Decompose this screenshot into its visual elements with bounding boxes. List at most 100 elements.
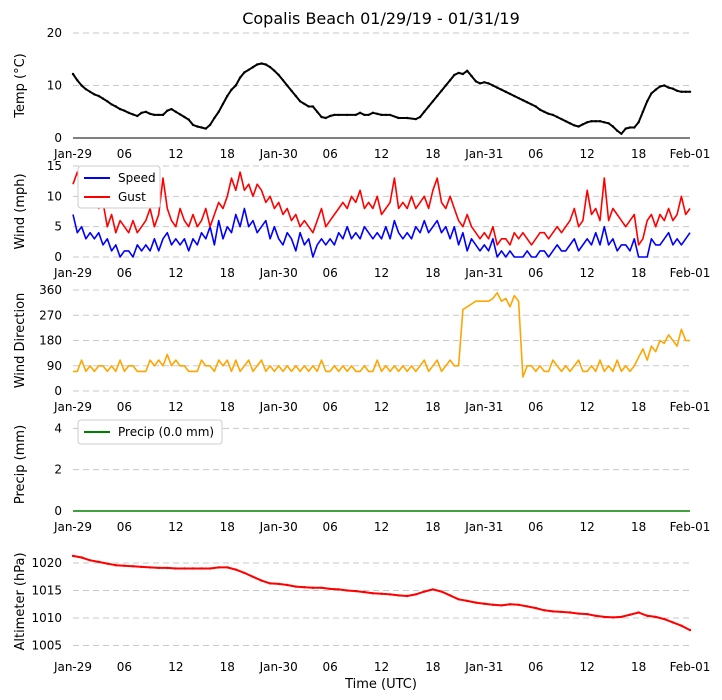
- temp-data-point: [641, 110, 645, 114]
- temp-xtick-label: 06: [322, 147, 337, 161]
- temp-data-point: [680, 90, 683, 94]
- temp-data-point: [500, 88, 503, 91]
- temp-data-point: [573, 124, 576, 127]
- temp-data-point: [586, 121, 589, 124]
- altimeter-data-point: [243, 571, 246, 575]
- temp-data-point: [243, 71, 246, 74]
- altimeter-data-point: [131, 565, 135, 568]
- temp-data-point: [97, 94, 100, 98]
- temp-ytick-label: 10: [47, 79, 62, 93]
- altimeter-data-point: [217, 566, 220, 569]
- altimeter-data-point: [457, 598, 460, 601]
- temp-data-point: [603, 121, 606, 124]
- altimeter-ytick-label: 1015: [31, 584, 62, 598]
- temp-data-point: [633, 126, 636, 129]
- altimeter-xtick-label: Jan-29: [53, 660, 92, 674]
- temp-data-point: [148, 112, 152, 116]
- altimeter-data-point: [234, 568, 237, 571]
- precip-xtick-label: Feb-01: [670, 520, 711, 534]
- altimeter-data-point: [448, 594, 452, 597]
- temp-data-point: [286, 84, 289, 87]
- altimeter-data-point: [577, 612, 580, 615]
- temp-data-point: [628, 126, 632, 129]
- temp-data-point: [88, 90, 92, 94]
- altimeter-data-point: [294, 585, 297, 588]
- altimeter-xtick-label: Jan-30: [259, 660, 298, 674]
- altimeter-data-point: [431, 588, 435, 591]
- direction-ytick-label: 0: [54, 384, 62, 398]
- altimeter-data-point: [346, 589, 349, 592]
- altimeter-data-point: [637, 611, 640, 614]
- temp-data-point: [303, 102, 306, 106]
- temp-data-point: [84, 88, 88, 91]
- wind-xtick-label: 06: [322, 266, 337, 280]
- temp-data-point: [114, 105, 118, 108]
- altimeter-data-point: [594, 614, 597, 617]
- temp-data-point: [294, 94, 297, 98]
- temp-data-point: [397, 116, 400, 120]
- temp-data-point: [298, 100, 302, 103]
- temp-data-point: [110, 103, 113, 106]
- temp-data-point: [187, 118, 190, 121]
- temp-data-point: [264, 63, 267, 66]
- altimeter-xtick-label: 18: [220, 660, 235, 674]
- altimeter-data-point: [166, 566, 169, 570]
- temp-data-point: [337, 113, 340, 117]
- altimeter-data-point: [80, 556, 83, 559]
- direction-xtick-label: 06: [117, 400, 132, 414]
- wind-series-speed-line: [72, 207, 691, 258]
- direction-xtick-label: 18: [425, 400, 440, 414]
- temp-data-point: [448, 79, 452, 82]
- temp-xtick-label: 06: [117, 147, 132, 161]
- altimeter-data-point: [183, 567, 186, 570]
- altimeter-xtick-label: 06: [117, 660, 132, 674]
- altimeter-data-point: [354, 589, 357, 593]
- temp-data-point: [123, 109, 126, 112]
- wind-xtick-label: 12: [580, 266, 595, 280]
- temp-data-point: [328, 114, 332, 118]
- altimeter-data-point: [534, 606, 537, 610]
- precip-xtick-label: 12: [580, 520, 595, 534]
- precip-xtick-label: 12: [168, 520, 183, 534]
- temp-data-point: [543, 110, 546, 114]
- precip-xtick-label: Jan-30: [259, 520, 298, 534]
- temp-data-point: [213, 116, 216, 120]
- altimeter-data-point: [526, 605, 529, 608]
- wind-legend-label: Gust: [118, 190, 146, 204]
- temp-xtick-label: 12: [374, 147, 389, 161]
- temp-data-point: [367, 113, 370, 117]
- wind-ytick-label: 5: [54, 220, 62, 234]
- temp-data-point: [71, 72, 75, 76]
- temp-data-point: [80, 84, 83, 87]
- direction-xtick-label: Jan-30: [259, 400, 298, 414]
- wind-ytick-label: 0: [54, 250, 62, 264]
- temp-data-point: [556, 115, 559, 119]
- temp-data-point: [191, 123, 195, 127]
- temp-data-point: [183, 115, 186, 119]
- temp-data-point: [277, 73, 280, 77]
- temp-data-point: [76, 79, 79, 82]
- altimeter-data-point: [303, 586, 306, 589]
- altimeter-data-point: [474, 601, 477, 604]
- temp-data-point: [157, 113, 160, 117]
- wind-xtick-label: Jan-30: [259, 266, 298, 280]
- temp-data-point: [384, 113, 387, 117]
- temp-data-point: [534, 105, 537, 108]
- temp-data-point: [174, 110, 177, 114]
- temp-xtick-label: Feb-01: [670, 147, 711, 161]
- temp-data-point: [144, 110, 147, 114]
- temp-data-point: [178, 113, 182, 116]
- temp-data-point: [483, 81, 486, 84]
- altimeter-data-point: [397, 594, 400, 597]
- wind-xtick-label: Feb-01: [670, 266, 711, 280]
- temp-data-point: [577, 125, 580, 128]
- altimeter-data-point: [654, 615, 657, 619]
- temp-data-point: [436, 94, 439, 98]
- temp-data-point: [594, 120, 597, 123]
- altimeter-xtick-label: 06: [528, 660, 543, 674]
- temp-data-point: [658, 85, 662, 88]
- altimeter-data-point: [363, 590, 366, 594]
- temp-data-point: [671, 87, 675, 90]
- wind-legend-label: Speed: [118, 171, 156, 185]
- direction-xtick-label: 06: [528, 400, 543, 414]
